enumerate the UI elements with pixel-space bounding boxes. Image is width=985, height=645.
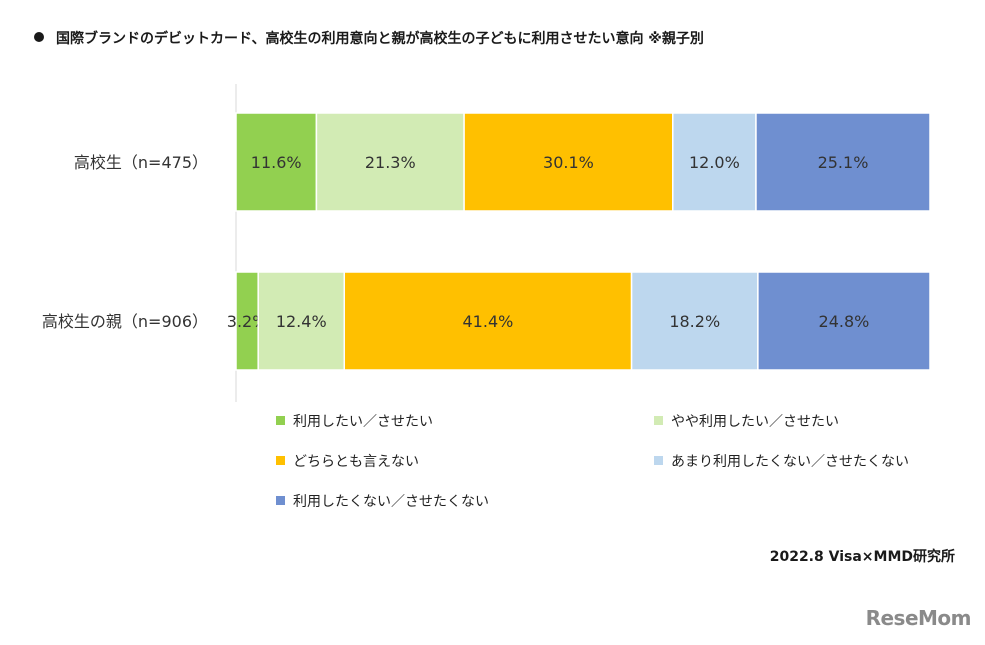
legend-item: あまり利用したくない／させたくない xyxy=(654,451,909,471)
data-label: 12.4% xyxy=(276,312,327,331)
legend-swatch xyxy=(654,416,663,425)
bar-segment xyxy=(755,112,931,212)
legend-label: やや利用したい／させたい xyxy=(671,414,839,430)
legend-label: どちらとも言えない xyxy=(293,454,419,470)
data-label: 25.1% xyxy=(818,153,869,172)
data-label: 18.2% xyxy=(669,312,720,331)
bar-segment xyxy=(315,112,465,212)
legend-swatch xyxy=(276,456,285,465)
legend-swatch xyxy=(276,416,285,425)
bar-segment xyxy=(463,112,674,212)
bullet-icon xyxy=(34,32,44,42)
data-label: 30.1% xyxy=(543,153,594,172)
legend-swatch xyxy=(654,456,663,465)
legend-label: 利用したい／させたい xyxy=(293,414,433,430)
stacked-bar-chart: 高校生（n=475） 11.6% 21.3% 30.1% 12.0% 25.1% 高校生の親… xyxy=(42,84,931,402)
bar-segment xyxy=(630,271,759,371)
bar-segment xyxy=(257,271,346,371)
legend-item: 利用したい／させたい xyxy=(276,411,433,431)
data-label: 21.3% xyxy=(365,153,416,172)
bar-segment xyxy=(235,112,318,212)
legend-label: 利用したくない／させたくない xyxy=(293,494,489,510)
data-label: 41.4% xyxy=(463,312,514,331)
legend-item: どちらとも言えない xyxy=(276,451,419,471)
data-label: 24.8% xyxy=(819,312,870,331)
legend-label: あまり利用したくない／させたくない xyxy=(671,454,909,470)
chart-title: 国際ブランドのデビットカード、高校生の利用意向と親が高校生の子どもに利用させたい… xyxy=(34,28,704,48)
data-label: 11.6% xyxy=(251,153,302,172)
chart-title-text: 国際ブランドのデビットカード、高校生の利用意向と親が高校生の子どもに利用させたい… xyxy=(56,31,704,47)
legend-swatch xyxy=(276,496,285,505)
bar-segment xyxy=(343,271,633,371)
data-label: 3.2% xyxy=(227,312,268,331)
category-label: 高校生（n=475） xyxy=(74,153,208,172)
legend-item: やや利用したい／させたい xyxy=(654,411,839,431)
logo: ReseMom xyxy=(865,606,972,630)
legend-item: 利用したくない／させたくない xyxy=(276,491,489,511)
data-label: 12.0% xyxy=(689,153,740,172)
bar-segment xyxy=(672,112,757,212)
bar-segment xyxy=(757,271,931,371)
category-label: 高校生の親（n=906） xyxy=(42,312,208,331)
source-note: 2022.8 Visa×MMD研究所 xyxy=(769,549,955,565)
